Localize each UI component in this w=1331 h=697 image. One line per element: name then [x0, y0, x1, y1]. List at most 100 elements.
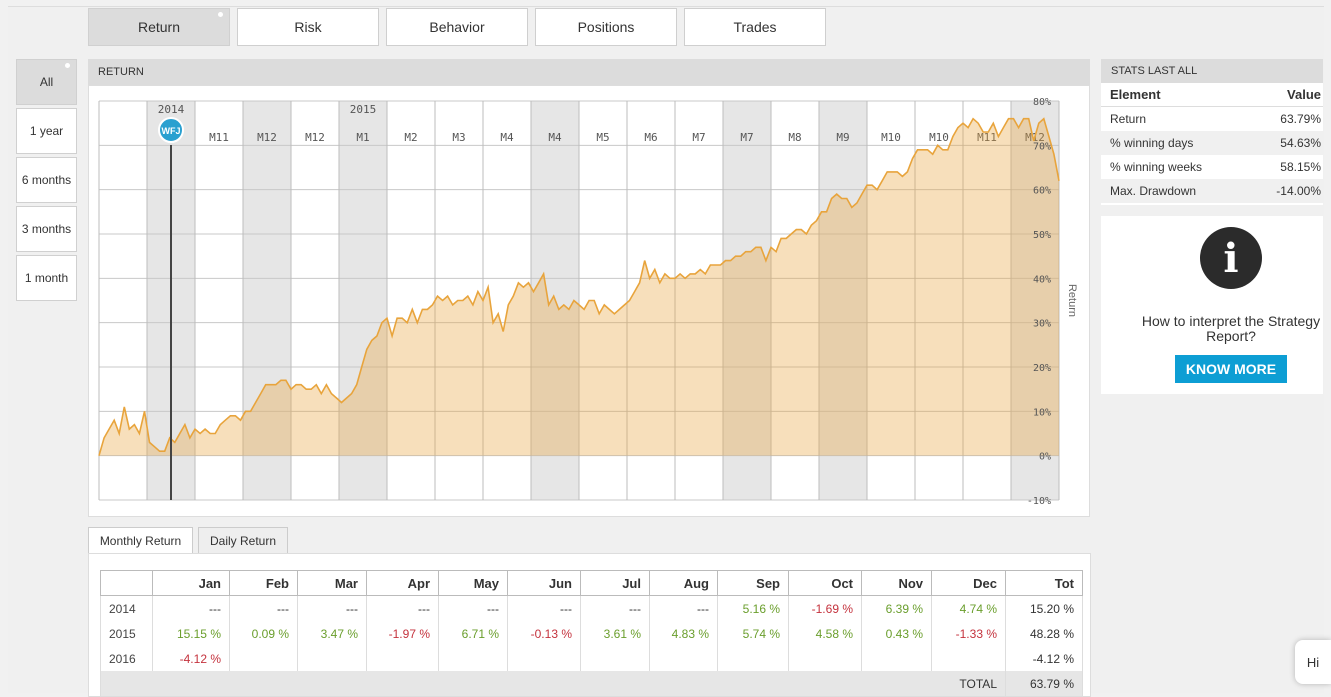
y-tick-label: 0%: [1039, 452, 1051, 463]
chart-column-band: [963, 101, 1011, 500]
stats-row: % winning weeks 58.15%: [1101, 155, 1323, 179]
stats-label: Max. Drawdown: [1101, 179, 1249, 203]
period-label: 1 year: [29, 124, 64, 138]
period-all[interactable]: All: [16, 59, 77, 105]
return-cell: [649, 646, 718, 671]
monthly-return-table: Jan Feb Mar Apr May Jun Jul Aug Sep Oct Nov Dec Tot …: [100, 570, 1083, 696]
table-header-cell: Mar: [297, 570, 367, 596]
tab-label: Trades: [733, 19, 777, 35]
monthly-table-panel: Jan Feb Mar Apr May Jun Jul Aug Sep Oct Nov Dec Tot …: [88, 553, 1091, 697]
return-cell: 15.20 %: [1005, 595, 1083, 621]
stats-table: Element Value Return 63.79% % winning day…: [1101, 83, 1323, 203]
stats-label: % winning weeks: [1110, 160, 1203, 174]
stats-row: Return 63.79%: [1101, 107, 1323, 132]
chart-panel-title: RETURN: [88, 59, 1090, 85]
chat-widget-button[interactable]: Hi: [1295, 640, 1331, 684]
period-1-year[interactable]: 1 year: [16, 108, 77, 154]
table-header-cell: Feb: [229, 570, 298, 596]
return-cell: ---: [438, 595, 508, 621]
stats-value: 54.63%: [1248, 131, 1323, 155]
return-cell: 4.83 %: [649, 621, 718, 646]
y-tick-label: 80%: [1033, 97, 1051, 108]
table-header-cell: Dec: [931, 570, 1006, 596]
stats-value: 63.79%: [1280, 112, 1321, 126]
y-axis-label: Return: [1066, 284, 1078, 317]
y-tick-label: -10%: [1027, 496, 1051, 507]
chart-month-label: M1: [356, 131, 369, 144]
table-header-cell: Jan: [152, 570, 230, 596]
total-row: TOTAL 63.79 %: [100, 671, 1083, 696]
chart-column-band: [339, 101, 387, 500]
return-chart[interactable]: 2014 2015 M11 M12 M12 M1 M2 M3 M4 M4 M5 M6 M7 M7 M8 M9 M…: [89, 86, 1089, 516]
return-cell: [931, 646, 1006, 671]
return-cell: -4.12 %: [1005, 646, 1083, 671]
tab-label: Behavior: [429, 19, 485, 35]
chart-column-band: [675, 101, 723, 500]
chart-year-label: 2014: [158, 103, 185, 116]
table-header-cell: Oct: [788, 570, 862, 596]
tab-behavior[interactable]: Behavior: [386, 8, 528, 46]
stats-col-value: Value: [1248, 83, 1323, 107]
return-cell: -1.69 %: [788, 595, 862, 621]
return-cell: 48.28 %: [1005, 621, 1083, 646]
chart-container: 2014 2015 M11 M12 M12 M1 M2 M3 M4 M4 M5 M6 M7 M7 M8 M9 M…: [88, 85, 1090, 517]
period-label: All: [39, 75, 54, 89]
return-cell: [229, 646, 298, 671]
chart-year-label: 2015: [350, 103, 377, 116]
y-tick-label: 50%: [1033, 230, 1051, 241]
chart-area: [99, 118, 1059, 456]
tab-label: Risk: [294, 19, 322, 35]
table-header-cell: [100, 570, 153, 596]
stats-row: Max. Drawdown -14.00%: [1101, 179, 1323, 203]
chart-line: [98, 117, 1060, 456]
tab-trades[interactable]: Trades: [684, 8, 826, 46]
return-cell: 3.47 %: [297, 621, 367, 646]
return-cell: ---: [649, 595, 718, 621]
chart-column-band: [915, 101, 963, 500]
stats-col-element: Element: [1101, 83, 1249, 107]
table-row: 2015 15.15 % 0.09 % 3.47 % -1.97 % 6.71 % -0.1…: [100, 621, 1083, 646]
return-cell: [507, 646, 581, 671]
period-label: 6 months: [21, 173, 72, 187]
chart-month-label: M10: [929, 131, 949, 144]
stats-value: 58.15%: [1280, 160, 1321, 174]
table-header-cell: Jul: [580, 570, 650, 596]
stats-panel: Element Value Return 63.79% % winning day…: [1101, 83, 1323, 205]
tab-risk[interactable]: Risk: [237, 8, 379, 46]
active-dot-icon: [218, 12, 223, 17]
know-more-button[interactable]: KNOW MORE: [1175, 355, 1287, 383]
period-6-months[interactable]: 6 months: [16, 157, 77, 203]
period-3-months[interactable]: 3 months: [16, 206, 77, 252]
chart-column-band: [819, 101, 867, 500]
return-cell: -1.33 %: [931, 621, 1006, 646]
chart-column-band: [627, 101, 675, 500]
period-1-month[interactable]: 1 month: [16, 255, 77, 301]
chart-month-label: M6: [644, 131, 657, 144]
table-header-cell: Nov: [861, 570, 932, 596]
marker-badge-icon: [158, 117, 184, 143]
tab-positions[interactable]: Positions: [535, 8, 677, 46]
info-text: How to interpret the Strategy Report?: [1141, 313, 1321, 344]
return-cell: 6.71 %: [438, 621, 508, 646]
tab-label: Return: [137, 19, 181, 35]
stats-label: % winning days: [1101, 131, 1249, 155]
tab-return[interactable]: Return: [88, 8, 230, 46]
tab-daily-return[interactable]: Daily Return: [198, 527, 288, 554]
period-label: 3 months: [21, 222, 72, 236]
return-cell: [580, 646, 650, 671]
return-cell: ---: [297, 595, 367, 621]
chart-month-label: M12: [257, 131, 277, 144]
return-cell: ---: [366, 595, 439, 621]
table-header-cell: Aug: [649, 570, 718, 596]
return-cell: [717, 646, 789, 671]
y-tick-label: 30%: [1033, 319, 1051, 330]
chart-month-label: M10: [881, 131, 901, 144]
y-tick-label: 60%: [1033, 186, 1051, 197]
chart-month-label: M4: [548, 131, 562, 144]
tab-monthly-return[interactable]: Monthly Return: [88, 527, 193, 554]
return-cell: ---: [507, 595, 581, 621]
return-cell: -0.13 %: [507, 621, 581, 646]
chart-month-label: M11: [977, 131, 997, 144]
total-label: TOTAL: [100, 671, 1006, 696]
year-cell: 2016: [100, 646, 153, 671]
